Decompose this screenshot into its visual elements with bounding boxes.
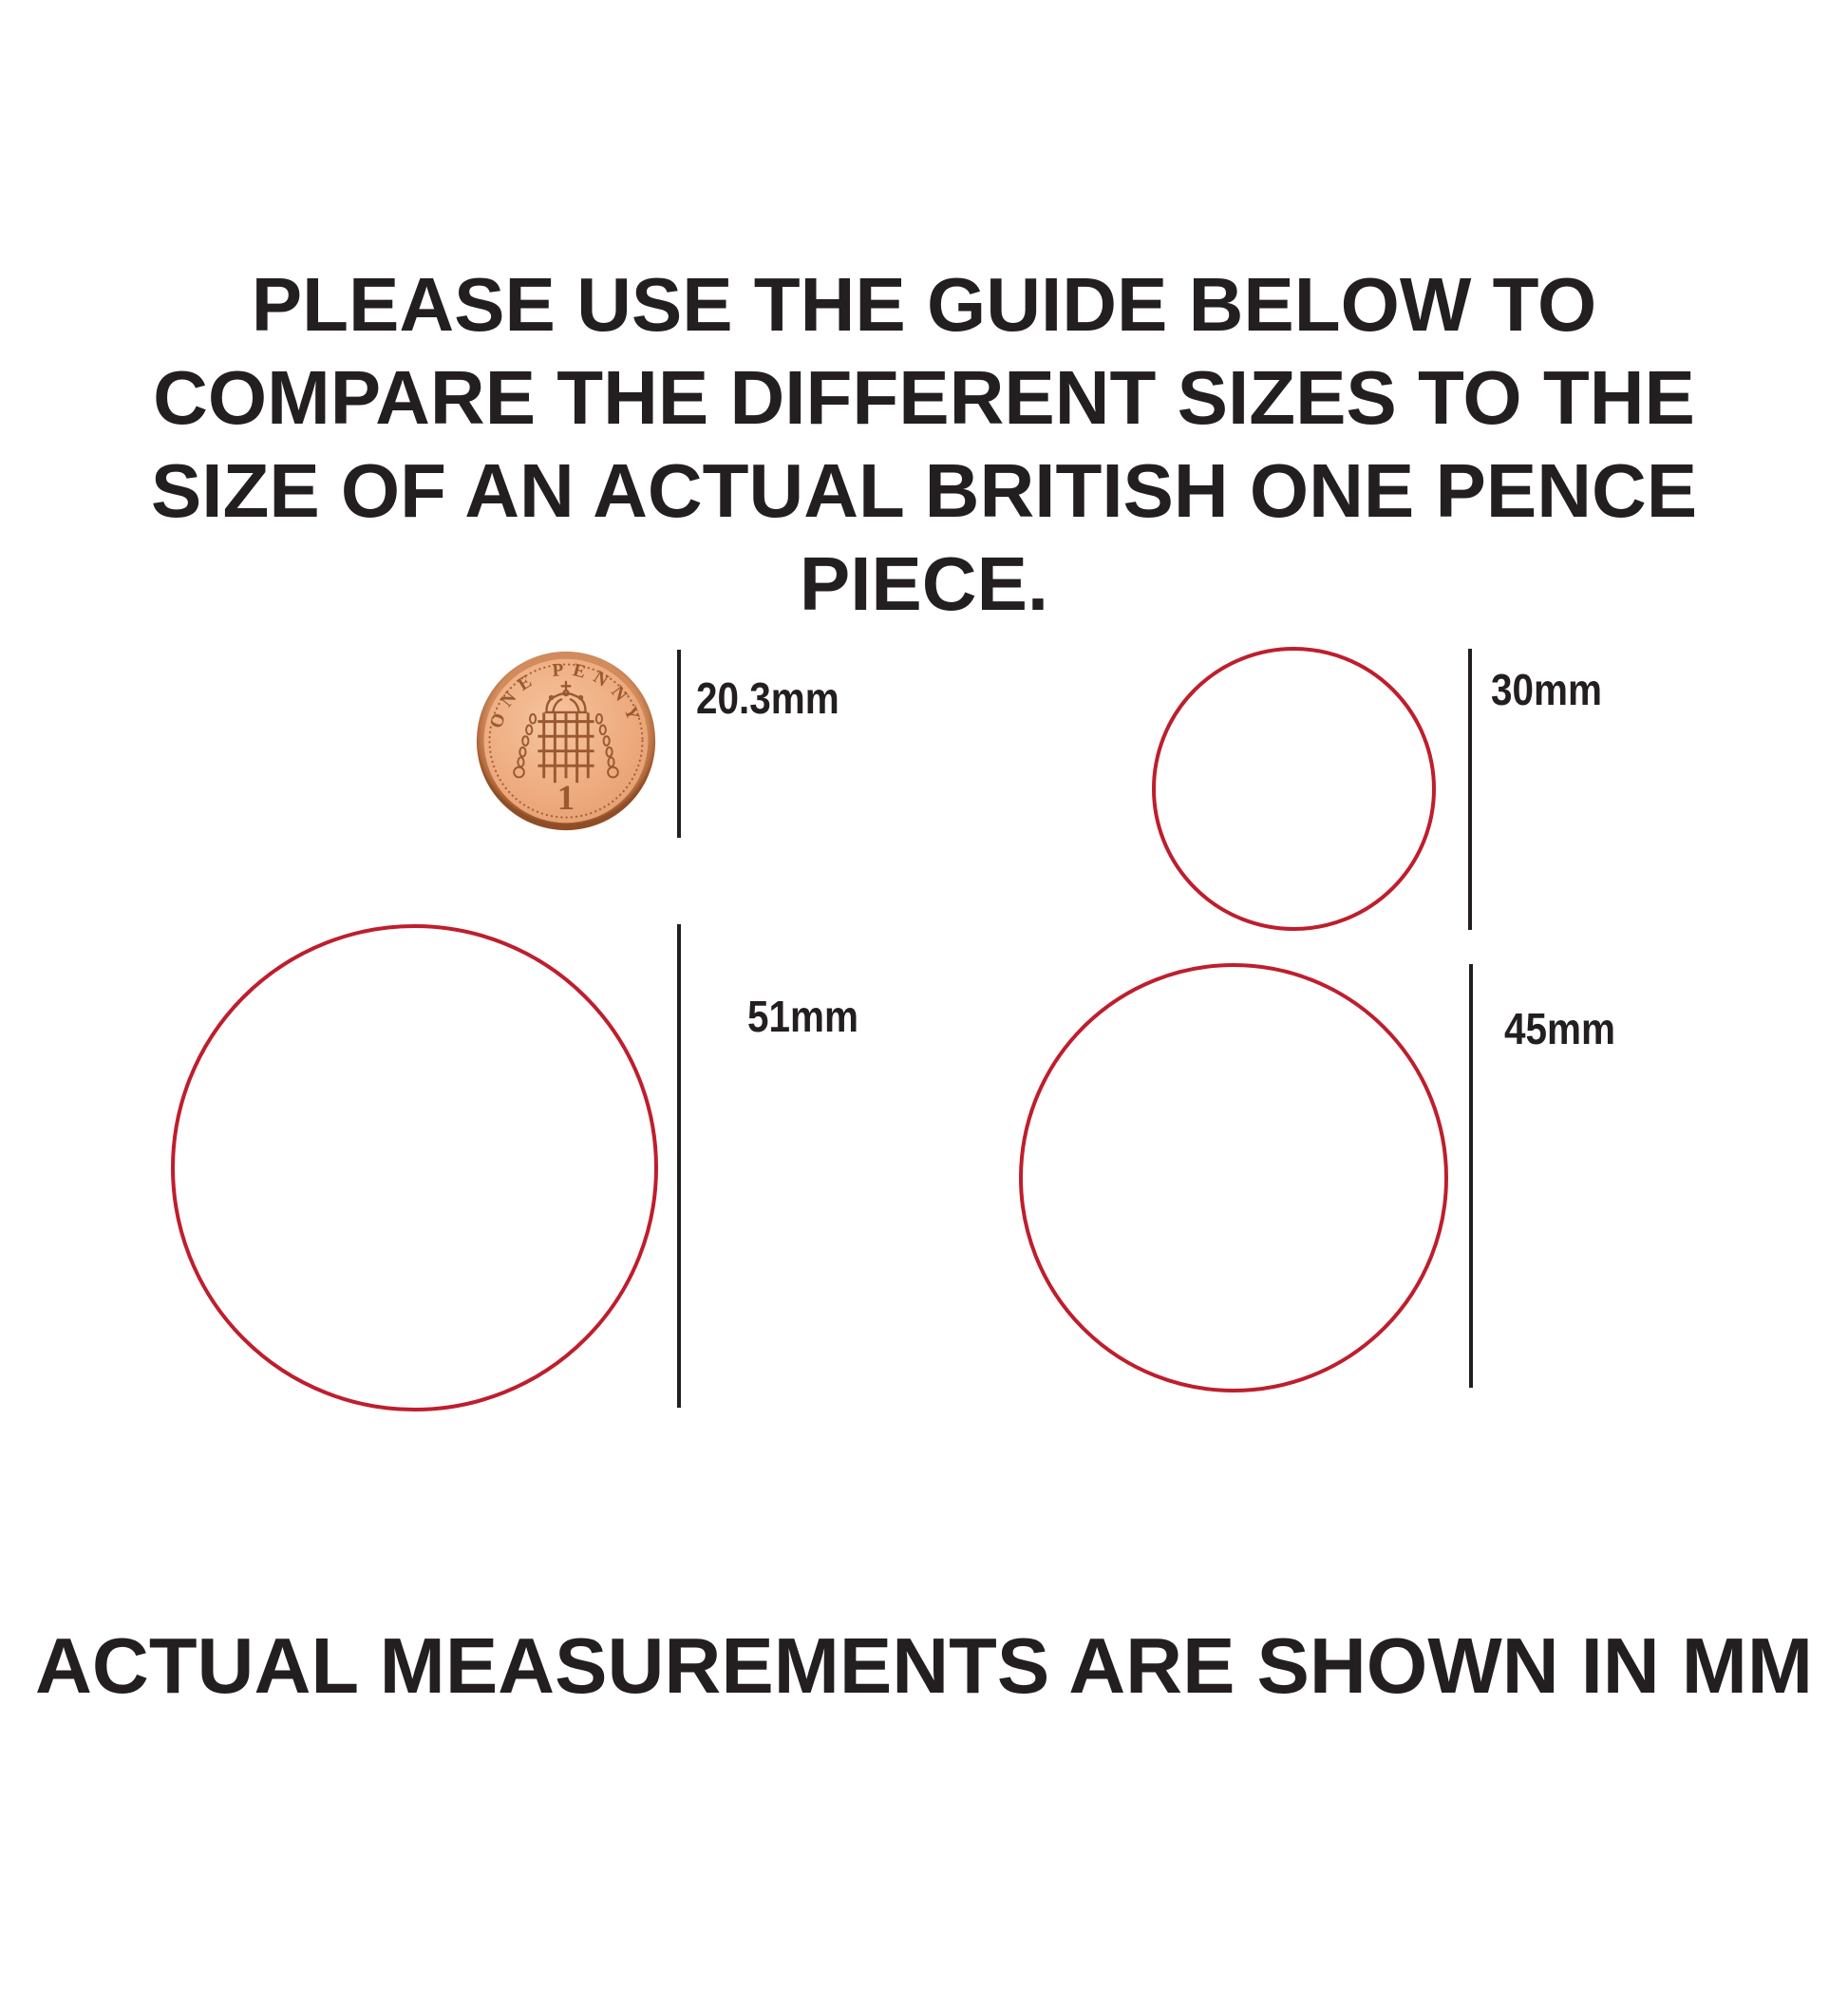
coin-denomination-text: 1 xyxy=(557,778,575,817)
heading-line-2: COMPARE THE DIFFERENT SIZES TO THE xyxy=(153,355,1695,440)
page-title: PLEASE USE THE GUIDE BELOW TO COMPARE TH… xyxy=(0,258,1848,631)
size-circle-30mm xyxy=(1152,647,1436,931)
size-circle-45mm xyxy=(1019,963,1448,1392)
coin-beaded-border xyxy=(488,663,644,819)
heading-line-4: PIECE. xyxy=(799,541,1049,626)
penny-measure-line xyxy=(677,650,681,838)
size-30mm-label: 30mm xyxy=(1491,665,1603,714)
size-45mm-label: 45mm xyxy=(1504,1004,1616,1053)
coin-crown xyxy=(544,680,588,714)
heading-line-1: PLEASE USE THE GUIDE BELOW TO xyxy=(251,262,1597,347)
size-45mm-measure-line xyxy=(1469,964,1473,1388)
size-30mm-measure-line xyxy=(1468,649,1472,930)
coin-portcullis xyxy=(537,712,594,784)
penny-size-label: 20.3mm xyxy=(696,673,839,723)
coin-chains xyxy=(513,712,619,779)
size-51mm-measure-line xyxy=(677,924,681,1408)
size-51mm-label: 51mm xyxy=(747,992,859,1041)
heading-line-3: SIZE OF AN ACTUAL BRITISH ONE PENCE xyxy=(150,448,1698,533)
size-circle-51mm xyxy=(171,924,658,1411)
penny-coin-image: ONE PENNY xyxy=(476,651,656,831)
footer-note: ACTUAL MEASUREMENTS ARE SHOWN IN MM xyxy=(34,1621,1814,1710)
